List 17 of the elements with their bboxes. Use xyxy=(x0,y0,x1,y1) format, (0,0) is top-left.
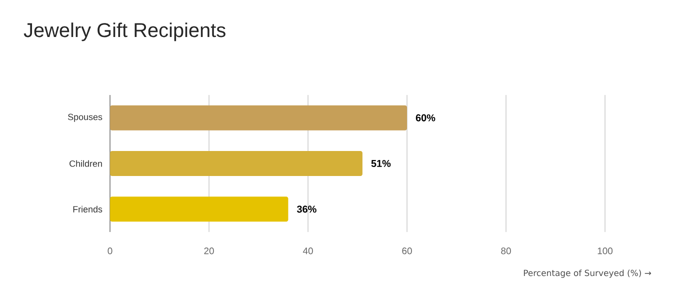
y-tick-label: Children xyxy=(70,160,102,167)
x-tick-label: 0 xyxy=(108,248,112,254)
x-tick-label: 60 xyxy=(402,248,412,254)
y-tick-label: Friends xyxy=(73,206,102,212)
chart-title: Jewelry Gift Recipients xyxy=(24,22,226,42)
x-tick-label: 100 xyxy=(598,248,613,254)
data-label: 36% xyxy=(296,206,316,213)
x-axis-title: Percentage of Surveyed (%) → xyxy=(524,270,652,278)
bar xyxy=(110,196,288,222)
data-label: 51% xyxy=(371,160,391,168)
x-tick-label: 40 xyxy=(302,248,313,254)
data-label: 60% xyxy=(416,114,436,122)
y-tick-label: Spouses xyxy=(68,114,102,122)
x-tick-label: 80 xyxy=(501,248,511,254)
bar xyxy=(110,151,362,176)
x-tick-label: 20 xyxy=(204,248,214,254)
bar xyxy=(110,105,408,130)
